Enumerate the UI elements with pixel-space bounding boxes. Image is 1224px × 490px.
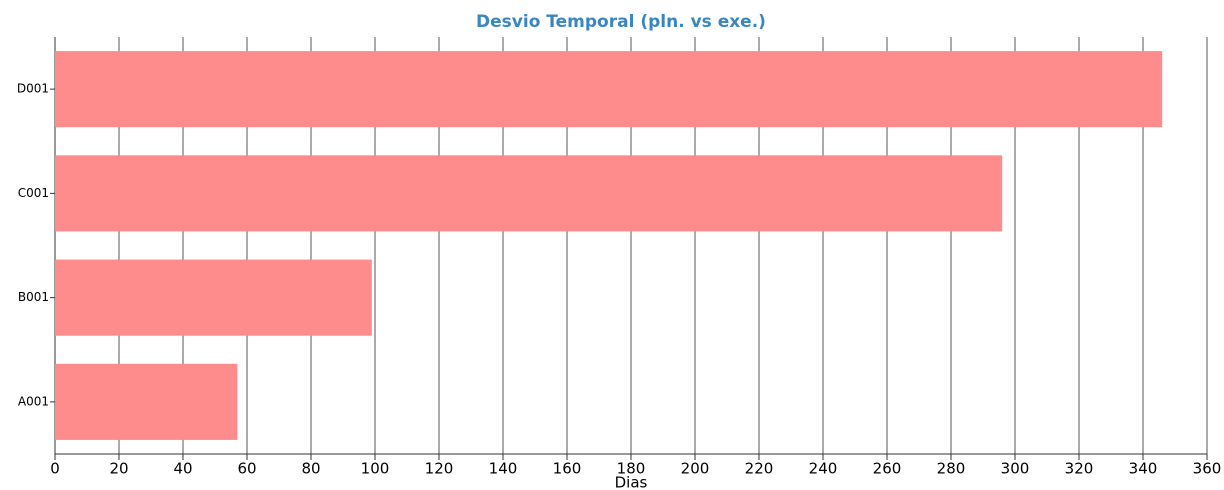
x-tick-label: 120	[425, 460, 454, 478]
bar	[55, 51, 1163, 128]
x-tick-label: 20	[109, 460, 128, 478]
x-tick-label: 160	[553, 460, 582, 478]
x-tick-label: 200	[681, 460, 710, 478]
x-tick-label: 80	[301, 460, 320, 478]
y-tick-label: B001	[18, 290, 49, 304]
x-tick-label: 180	[617, 460, 646, 478]
bar	[55, 155, 1003, 232]
y-tick-label: C001	[18, 186, 49, 200]
x-tick-label: 280	[937, 460, 966, 478]
x-tick-label: 300	[1001, 460, 1030, 478]
x-tick-label: 40	[173, 460, 192, 478]
x-tick-label: 140	[489, 460, 518, 478]
y-tick-label: D001	[17, 82, 49, 96]
y-tick-label: A001	[18, 394, 49, 408]
x-tick-label: 240	[809, 460, 838, 478]
x-tick-label: 0	[50, 460, 60, 478]
bar	[55, 363, 238, 440]
x-tick-label: 320	[1065, 460, 1094, 478]
x-tick-label: 360	[1193, 460, 1222, 478]
x-tick-label: 340	[1129, 460, 1158, 478]
chart-title: Desvio Temporal (pln. vs exe.)	[476, 12, 766, 32]
x-tick-label: 220	[745, 460, 774, 478]
x-tick-label: 100	[361, 460, 390, 478]
x-axis-label: Dias	[615, 474, 648, 490]
bar	[55, 259, 372, 336]
x-tick-label: 60	[237, 460, 256, 478]
x-tick-label: 260	[873, 460, 902, 478]
